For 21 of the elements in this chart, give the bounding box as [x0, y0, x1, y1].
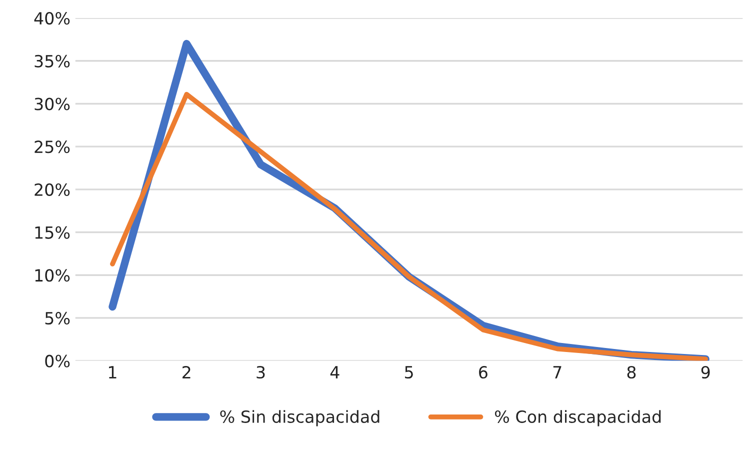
- y-tick-label: 35%: [34, 54, 70, 68]
- x-tick-label: 2: [182, 366, 190, 378]
- x-tick-label: 8: [627, 366, 636, 379]
- x-tick-label: 7: [553, 366, 562, 378]
- x-tick-label: 3: [256, 366, 265, 379]
- line-series: [110, 92, 708, 361]
- x-tick-label: 4: [330, 366, 340, 378]
- y-tick-label: 15%: [35, 226, 70, 239]
- y-tick-label: 25%: [34, 140, 70, 154]
- legend-label: % Sin discapacidad: [220, 410, 380, 426]
- legend-label: % Con discapacidad: [494, 410, 661, 426]
- x-tick-label: 1: [109, 366, 116, 378]
- x-tick-label: 9: [701, 366, 710, 379]
- x-tick-label: 6: [479, 366, 488, 379]
- y-tick-label: 30%: [34, 98, 70, 110]
- y-tick-label: 40%: [34, 12, 70, 25]
- x-tick-label: 5: [405, 366, 413, 379]
- y-tick-label: 0%: [45, 354, 70, 368]
- y-tick-label: 10%: [35, 269, 70, 282]
- y-tick-label: 5%: [45, 312, 70, 325]
- y-tick-label: 20%: [34, 183, 70, 196]
